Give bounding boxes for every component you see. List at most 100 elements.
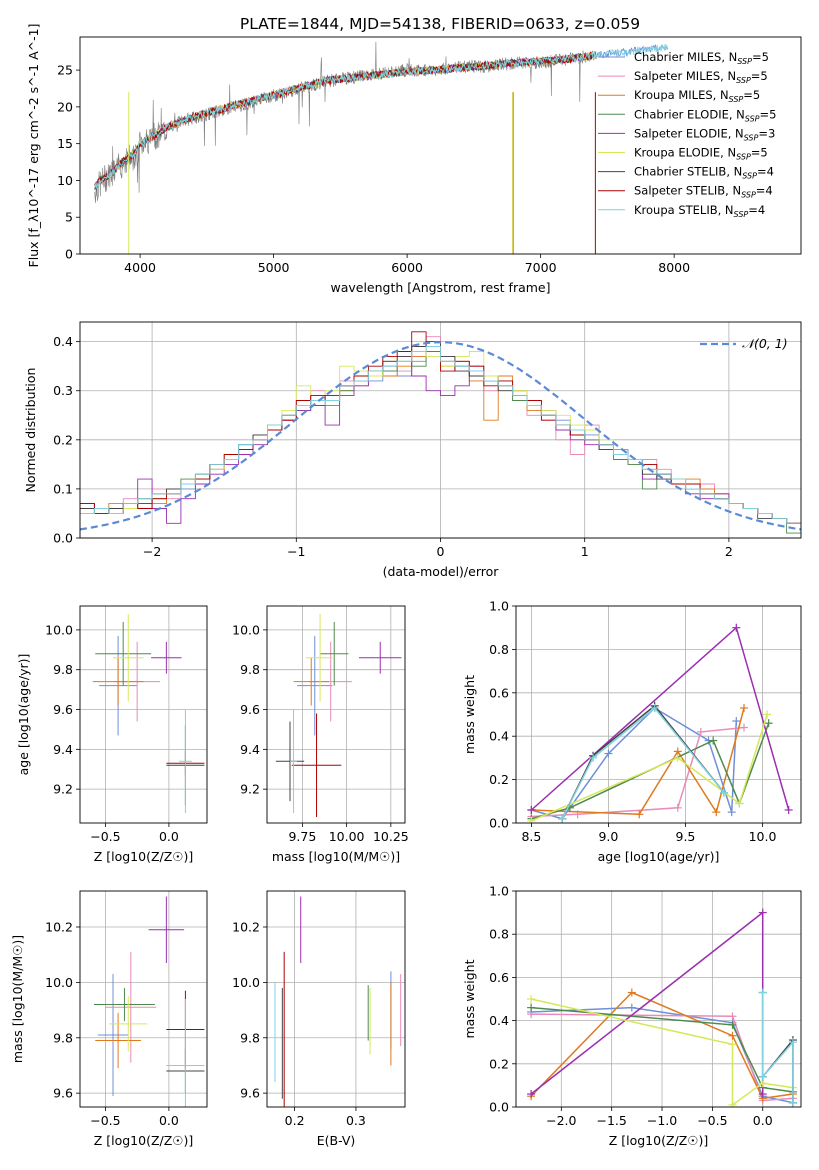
axes-frame (79, 890, 208, 1108)
error-bar-point (320, 621, 349, 686)
histogram-step (80, 346, 801, 538)
x-tick-label: 0 (437, 544, 445, 559)
axes-age_vs_Z: −0.5 0.0 9.2 9.4 9.6 9.8 10.0 Z [log10(Z/Z☉)] ag… (16, 605, 208, 864)
legend-label: Chabrier ELODIE, NSSP=5 (634, 107, 776, 123)
x-tick-label: 4000 (124, 260, 156, 275)
error-bar-point (113, 613, 144, 702)
x-axis-label: mass [log10(M/M☉)] (272, 849, 400, 864)
x-tick-label: 10.25 (373, 829, 409, 844)
y-tick-label: 1.0 (489, 884, 509, 899)
y-tick-label: 0.6 (489, 685, 509, 700)
plot-area (93, 896, 205, 1107)
model-fit-line (94, 43, 668, 191)
legend-label-count: =4 (756, 184, 773, 198)
axes-mass_weight_vs_age: 8.5 9.0 9.5 10.0 0.0 0.2 0.4 0.6 0.8 1.0 age [log1… (462, 599, 802, 864)
y-tick-label: 10.0 (45, 975, 73, 990)
y-tick-label: 9.6 (53, 1086, 73, 1101)
x-axis-label: Z [log10(Z/Z☉)] (609, 1133, 709, 1148)
x-tick-label: −2 (143, 544, 161, 559)
y-tick-label: 9.8 (240, 1030, 260, 1045)
y-tick-label: 25 (57, 63, 73, 78)
axes-frame (266, 890, 406, 1108)
ticks: 0.2 0.3 9.6 9.8 10.0 10.2 (232, 920, 366, 1129)
y-tick-label: 0.8 (489, 927, 509, 942)
error-bar-point (297, 635, 333, 736)
y-tick-label: 0.2 (53, 432, 73, 447)
normal-reference-curve (80, 341, 801, 531)
y-tick-label: 0.0 (489, 1100, 509, 1115)
y-tick-label: 10.0 (232, 622, 260, 637)
model-fit-line (94, 50, 597, 188)
y-tick-label: 0.0 (53, 531, 73, 546)
legend-label-count: =5 (760, 107, 777, 121)
legend-label: Salpeter MILES, NSSP=5 (634, 69, 768, 85)
legend-label-text: Salpeter ELODIE, N (634, 126, 744, 140)
plot-area (92, 613, 205, 814)
model-fit-line (94, 51, 597, 190)
legend-label-count: =5 (752, 50, 769, 64)
error-bar-point (151, 641, 182, 674)
y-tick-label: 10.2 (45, 920, 73, 935)
legend-label-count: =5 (743, 88, 760, 102)
model-fit-line (94, 43, 668, 189)
plot-area (80, 331, 801, 538)
legend-label: Salpeter STELIB, NSSP=4 (634, 184, 773, 200)
axes-age_vs_mass: 9.75 10.00 10.25 9.2 9.4 9.6 9.8 10.0 mass [log1… (232, 605, 409, 864)
y-tick-label: 0.1 (53, 481, 73, 496)
plot-area (94, 41, 668, 254)
x-tick-label: 2 (725, 544, 733, 559)
axes-frame (266, 605, 406, 824)
axes-frame (79, 605, 208, 824)
y-tick-label: 5 (65, 210, 73, 225)
legend-label-text: Kroupa MILES, N (634, 88, 729, 102)
weight-line (761, 992, 794, 1103)
y-tick-label: 0 (65, 247, 73, 262)
weight-series (527, 908, 767, 1099)
x-tick-label: 9.75 (288, 829, 316, 844)
axes-mass_vs_ebv: 0.2 0.3 9.6 9.8 10.0 10.2 E(B-V) (232, 890, 406, 1148)
y-tick-label: 10 (57, 173, 73, 188)
x-tick-label: 0.0 (159, 829, 179, 844)
y-axis-label: age [log10(age/yr)] (16, 654, 31, 776)
axes-spectrum: 4000 5000 6000 7000 8000 0 5 10 15 20 25 wavelength… (26, 24, 802, 295)
error-bar-point (95, 621, 152, 686)
x-tick-label: 7000 (525, 260, 557, 275)
y-tick-label: 10.0 (232, 975, 260, 990)
y-axis-label: Normed distribution (23, 368, 38, 493)
x-tick-label: 10.0 (749, 829, 777, 844)
x-tick-label: 1 (581, 544, 589, 559)
error-bar-point (92, 657, 144, 706)
x-axis-label: age [log10(age/yr)] (598, 849, 720, 864)
error-bar-point (179, 709, 192, 814)
legend-label-subscript: SSP (745, 114, 760, 123)
model-fit-line (94, 51, 597, 188)
x-tick-label: −1.0 (647, 1113, 677, 1128)
x-tick-label: −1 (287, 544, 305, 559)
y-tick-label: 9.4 (53, 742, 73, 757)
legend-label-count: =3 (758, 126, 775, 140)
y-tick-label: 9.6 (53, 702, 73, 717)
model-fit-line (94, 52, 597, 191)
error-bar-point (305, 613, 335, 702)
weight-line (530, 911, 764, 1095)
y-tick-label: 0.4 (489, 729, 509, 744)
weight-line (561, 706, 725, 820)
y-axis-label: mass [log10(M/M☉)] (10, 935, 25, 1063)
weight-series (758, 988, 797, 1107)
ticks: −2 −1 0 1 2 0.0 0.1 0.2 0.3 0.4 (53, 334, 733, 559)
error-bar-point (105, 951, 157, 1063)
y-tick-label: 0.0 (489, 816, 509, 831)
weight-series (558, 703, 728, 823)
legend-label-count: =5 (751, 146, 768, 160)
legend-label-subscript: SSP (734, 210, 749, 219)
x-tick-label: −0.5 (90, 829, 120, 844)
y-axis-label: Flux [f_λ10^-17 erg cm^-2 s^-1 A^-1] (26, 24, 41, 268)
y-tick-label: 9.4 (240, 742, 260, 757)
y-tick-label: 9.2 (53, 782, 73, 797)
y-tick-label: 9.8 (53, 662, 73, 677)
y-tick-label: 9.6 (240, 702, 260, 717)
y-tick-label: 10.2 (232, 920, 260, 935)
axes-frame (79, 36, 802, 255)
legend-label-subscript: SSP (736, 76, 751, 85)
